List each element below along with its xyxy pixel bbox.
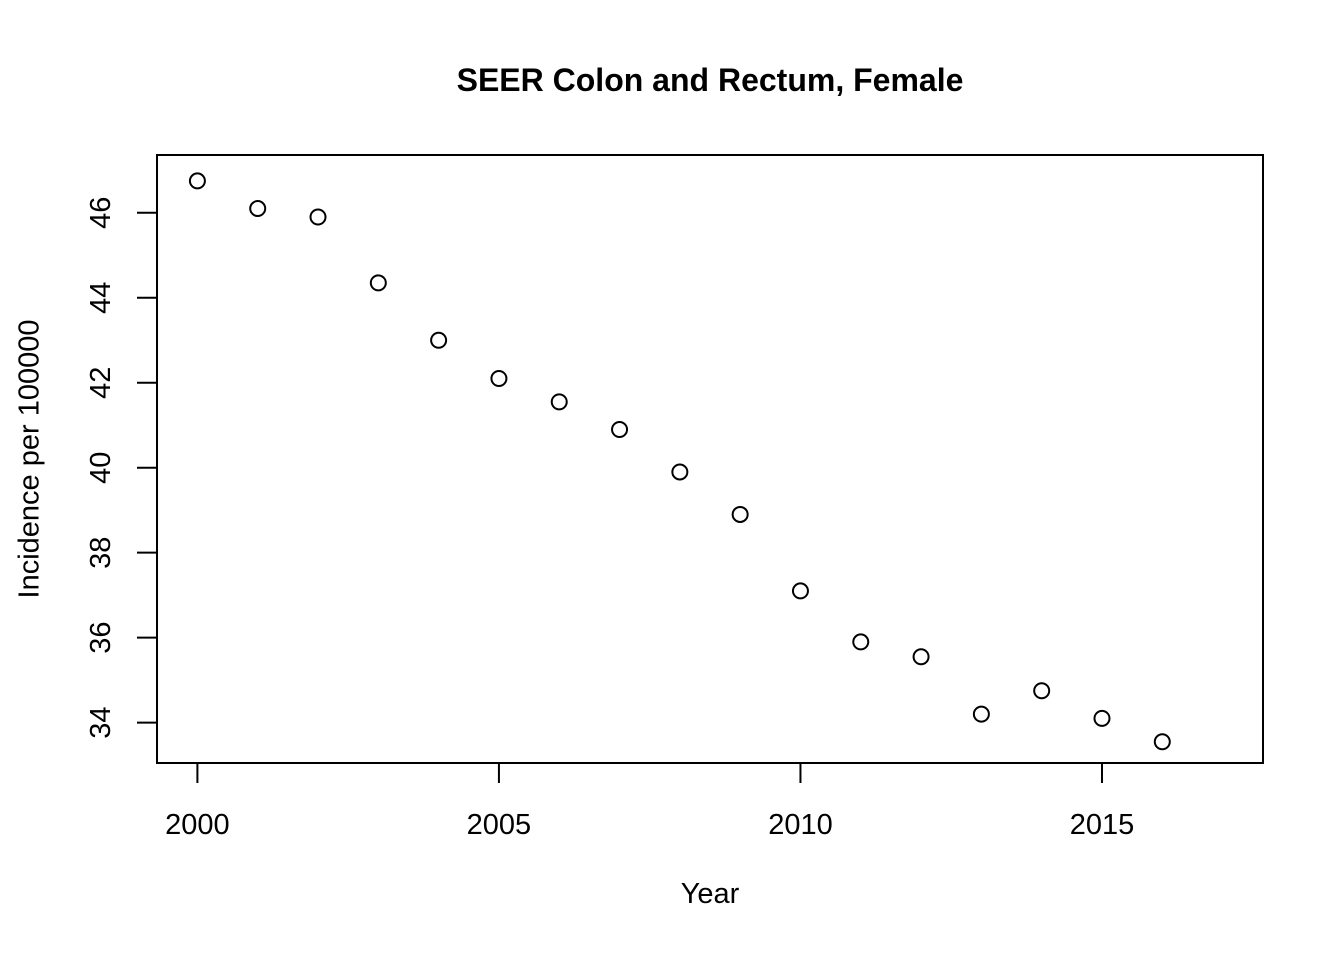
chart-title: SEER Colon and Rectum, Female [456,62,964,98]
y-tick-label: 38 [85,537,117,569]
data-point [1093,709,1111,727]
y-tick-label: 40 [85,452,117,484]
data-point [369,274,387,292]
y-tick-label: 34 [85,707,117,739]
x-tick-label: 2010 [768,809,833,841]
data-point [188,172,206,190]
plot-box [156,154,1264,764]
x-axis-title: Year [680,878,740,910]
y-tick-label: 42 [85,367,117,399]
data-point [309,208,327,226]
data-point [1033,682,1051,700]
data-point [912,648,930,666]
data-point [611,420,629,438]
data-point [972,705,990,723]
data-point [731,505,749,523]
y-tick-label: 44 [85,282,117,314]
y-tick-label: 36 [85,622,117,654]
x-tick-label: 2005 [467,809,532,841]
y-axis-title: Incidence per 100000 [13,319,46,599]
data-point [550,393,568,411]
y-tick-label: 46 [85,197,117,229]
data-point [430,331,448,349]
data-point [671,463,689,481]
data-point [249,200,267,218]
data-point [791,582,809,600]
x-tick-label: 2000 [165,809,230,841]
data-point [852,633,870,651]
data-point [1153,733,1171,751]
data-point [490,369,508,387]
x-tick-label: 2015 [1070,809,1135,841]
